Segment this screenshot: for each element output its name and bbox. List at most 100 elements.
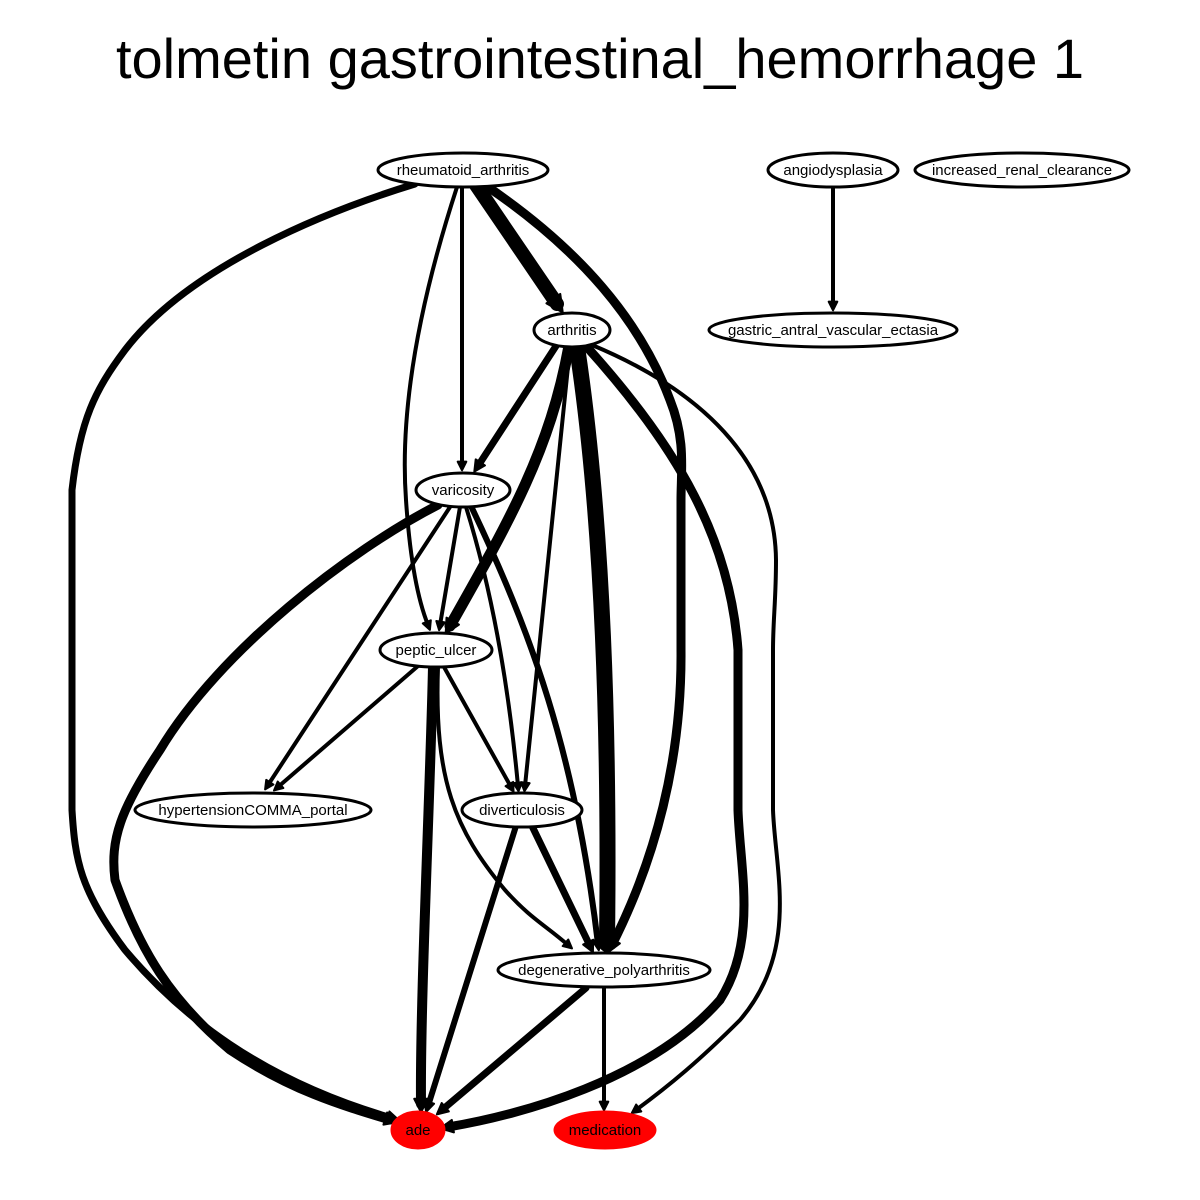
- edge-arrowhead: [435, 619, 446, 632]
- node-label: peptic_ulcer: [396, 642, 477, 659]
- edge-arthritis-to-peptic_ulcer: [444, 340, 575, 635]
- edge-diverticulosis-to-degenerative_polyarthritis: [528, 822, 595, 954]
- edge-peptic_ulcer-to-ade: [413, 662, 438, 1114]
- edge-line: [468, 503, 601, 947]
- edge-line: [438, 984, 590, 1114]
- node-ellipse: [553, 1110, 657, 1150]
- node-ellipse: [532, 311, 612, 349]
- edge-rheumatoid_arthritis-to-degenerative_polyarthritis: [483, 182, 687, 953]
- edge-line: [438, 505, 462, 627]
- edge-arrowhead: [264, 778, 275, 791]
- node-ellipse: [390, 1110, 446, 1150]
- edge-line: [444, 340, 575, 632]
- node-ellipse: [496, 951, 712, 989]
- edge-arrowhead: [630, 1103, 643, 1115]
- node-label: angiodysplasia: [783, 162, 883, 179]
- node-angiodysplasia[interactable]: angiodysplasia: [766, 151, 900, 189]
- edge-arrowhead: [504, 780, 515, 793]
- edge-varicosity-to-hypertensionCOMMA_portal: [264, 505, 452, 791]
- edge-varicosity-to-degenerative_polyarthritis: [468, 503, 604, 952]
- edge-line: [474, 342, 560, 470]
- node-ellipse: [414, 471, 512, 509]
- node-label: varicosity: [432, 482, 495, 499]
- node-label: hypertensionCOMMA_portal: [158, 802, 347, 819]
- edge-arthritis-to-varicosity: [473, 342, 560, 473]
- edge-arrowhead: [827, 300, 839, 312]
- edge-line: [528, 822, 594, 950]
- node-layer: rheumatoid_arthritis angiodysplasia increa…: [133, 151, 1131, 1150]
- edge-varicosity-to-peptic_ulcer: [435, 505, 462, 632]
- node-ade[interactable]: ade: [390, 1110, 446, 1150]
- edge-arthritis-to-diverticulosis: [520, 345, 572, 793]
- node-label: ade: [405, 1122, 430, 1139]
- edge-arrowhead: [435, 1101, 450, 1116]
- node-varicosity[interactable]: varicosity: [414, 471, 512, 509]
- edge-rheumatoid_arthritis-to-arthritis: [469, 178, 564, 314]
- node-rheumatoid_arthritis[interactable]: rheumatoid_arthritis: [376, 151, 550, 189]
- edge-arrowhead: [512, 781, 523, 793]
- edge-layer: [68, 178, 839, 1134]
- node-label: rheumatoid_arthritis: [397, 162, 530, 179]
- edge-line: [442, 665, 513, 789]
- edge-line: [483, 182, 687, 950]
- edge-arrowhead: [273, 780, 285, 792]
- edge-peptic_ulcer-to-hypertensionCOMMA_portal: [273, 664, 420, 792]
- node-ellipse: [378, 631, 494, 669]
- edge-arrowhead: [423, 1099, 436, 1113]
- edge-rheumatoid_arthritis-to-varicosity: [456, 185, 468, 472]
- edge-rheumatoid_arthritis-to-peptic_ulcer: [402, 185, 459, 631]
- edge-arrowhead: [598, 1100, 610, 1112]
- node-arthritis[interactable]: arthritis: [532, 311, 612, 349]
- node-peptic_ulcer[interactable]: peptic_ulcer: [378, 631, 494, 669]
- edge-line: [469, 178, 564, 311]
- edge-line: [415, 662, 438, 1109]
- edge-arrowhead: [520, 781, 531, 793]
- edge-line: [523, 345, 572, 788]
- edge-line: [402, 185, 459, 627]
- node-label: increased_renal_clearance: [932, 162, 1112, 179]
- edge-arrowhead: [421, 619, 432, 631]
- node-diverticulosis[interactable]: diverticulosis: [460, 791, 584, 829]
- node-label: gastric_antral_vascular_ectasia: [728, 322, 939, 339]
- node-ellipse: [766, 151, 900, 189]
- edge-degenerative_polyarthritis-to-ade: [435, 984, 590, 1116]
- edge-peptic_ulcer-to-diverticulosis: [442, 665, 515, 793]
- node-label: medication: [569, 1122, 642, 1139]
- edge-arrowhead: [545, 292, 564, 314]
- edge-angiodysplasia-to-gastric_antral_vascular_ectasia: [827, 185, 839, 312]
- node-label: diverticulosis: [479, 802, 565, 819]
- edge-arthritis-to-medication: [590, 343, 782, 1115]
- edge-line: [443, 341, 749, 1132]
- edge-line: [590, 343, 782, 1112]
- edge-arrowhead: [591, 938, 604, 952]
- node-increased_renal_clearance[interactable]: increased_renal_clearance: [913, 151, 1131, 189]
- edge-arrowhead: [473, 458, 486, 473]
- edge-line: [435, 665, 570, 947]
- graph-title: tolmetin gastrointestinal_hemorrhage 1: [115, 27, 1085, 90]
- node-ellipse: [707, 311, 959, 349]
- node-degenerative_polyarthritis[interactable]: degenerative_polyarthritis: [496, 951, 712, 989]
- edge-line: [569, 339, 616, 952]
- edge-diverticulosis-to-ade: [423, 823, 519, 1113]
- edge-line: [425, 823, 519, 1109]
- node-label: arthritis: [547, 322, 596, 339]
- edge-line: [276, 664, 420, 789]
- node-ellipse: [460, 791, 584, 829]
- edge-arrowhead: [456, 460, 468, 472]
- edge-varicosity-to-diverticulosis: [464, 505, 523, 793]
- node-medication[interactable]: medication: [553, 1110, 657, 1150]
- node-gastric_antral_vascular_ectasia[interactable]: gastric_antral_vascular_ectasia: [707, 311, 959, 349]
- edge-line: [464, 505, 520, 788]
- node-ellipse: [376, 151, 550, 189]
- edge-peptic_ulcer-to-medication: [435, 665, 574, 950]
- node-ellipse: [913, 151, 1131, 189]
- edge-line: [109, 500, 443, 1125]
- node-label: degenerative_polyarthritis: [518, 962, 690, 979]
- edge-degenerative_polyarthritis-to-medication: [598, 986, 610, 1112]
- node-hypertensionCOMMA_portal[interactable]: hypertensionCOMMA_portal: [133, 791, 373, 829]
- edge-arrowhead: [582, 938, 595, 954]
- node-ellipse: [133, 791, 373, 829]
- edge-arrowhead: [444, 616, 460, 635]
